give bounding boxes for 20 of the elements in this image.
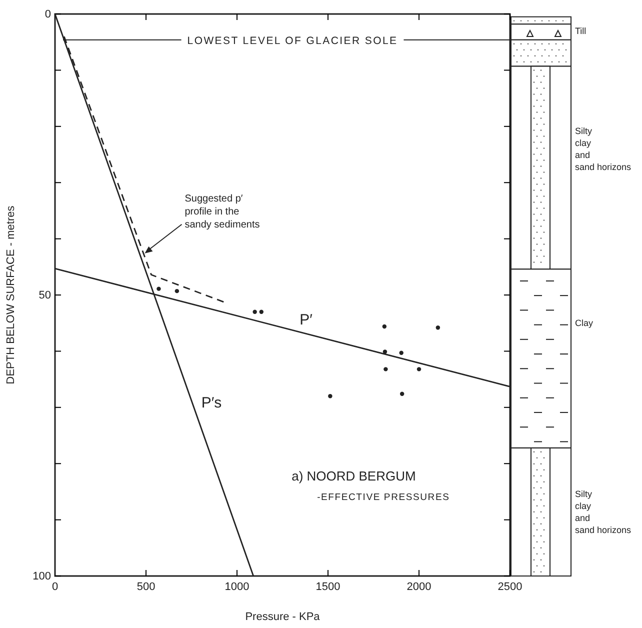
x-tick-label: 2000 — [406, 580, 432, 593]
y-tick-label: 0 — [44, 8, 51, 21]
text: a) NOORD BERGUM — [292, 468, 416, 484]
y-tick-label: 100 — [32, 570, 51, 583]
y-axis-title: DEPTH BELOW SURFACE - metres — [5, 205, 17, 384]
x-tick-label: 2500 — [498, 580, 522, 593]
text: Till — [575, 26, 586, 36]
y-tick-label: 50 — [38, 290, 51, 302]
series-label: P′s — [201, 394, 222, 412]
ref-line-label: LOWEST LEVEL OF GLACIER SOLE — [187, 34, 398, 47]
x-tick-label: 500 — [136, 580, 156, 593]
text: Silty clay and sand horizons — [575, 488, 632, 535]
text: -EFFECTIVE PRESSURES — [317, 492, 450, 504]
x-axis-title: Pressure - KPa — [245, 611, 321, 623]
text: Clay — [575, 318, 594, 328]
text: Silty clay and sand horizons — [575, 126, 632, 172]
x-tick-label: 1000 — [224, 580, 250, 593]
series-label: P′ — [300, 311, 313, 328]
x-tick-label: 1500 — [316, 580, 340, 593]
annotation: Suggested p′ profile in the sandy sediments — [184, 193, 260, 230]
